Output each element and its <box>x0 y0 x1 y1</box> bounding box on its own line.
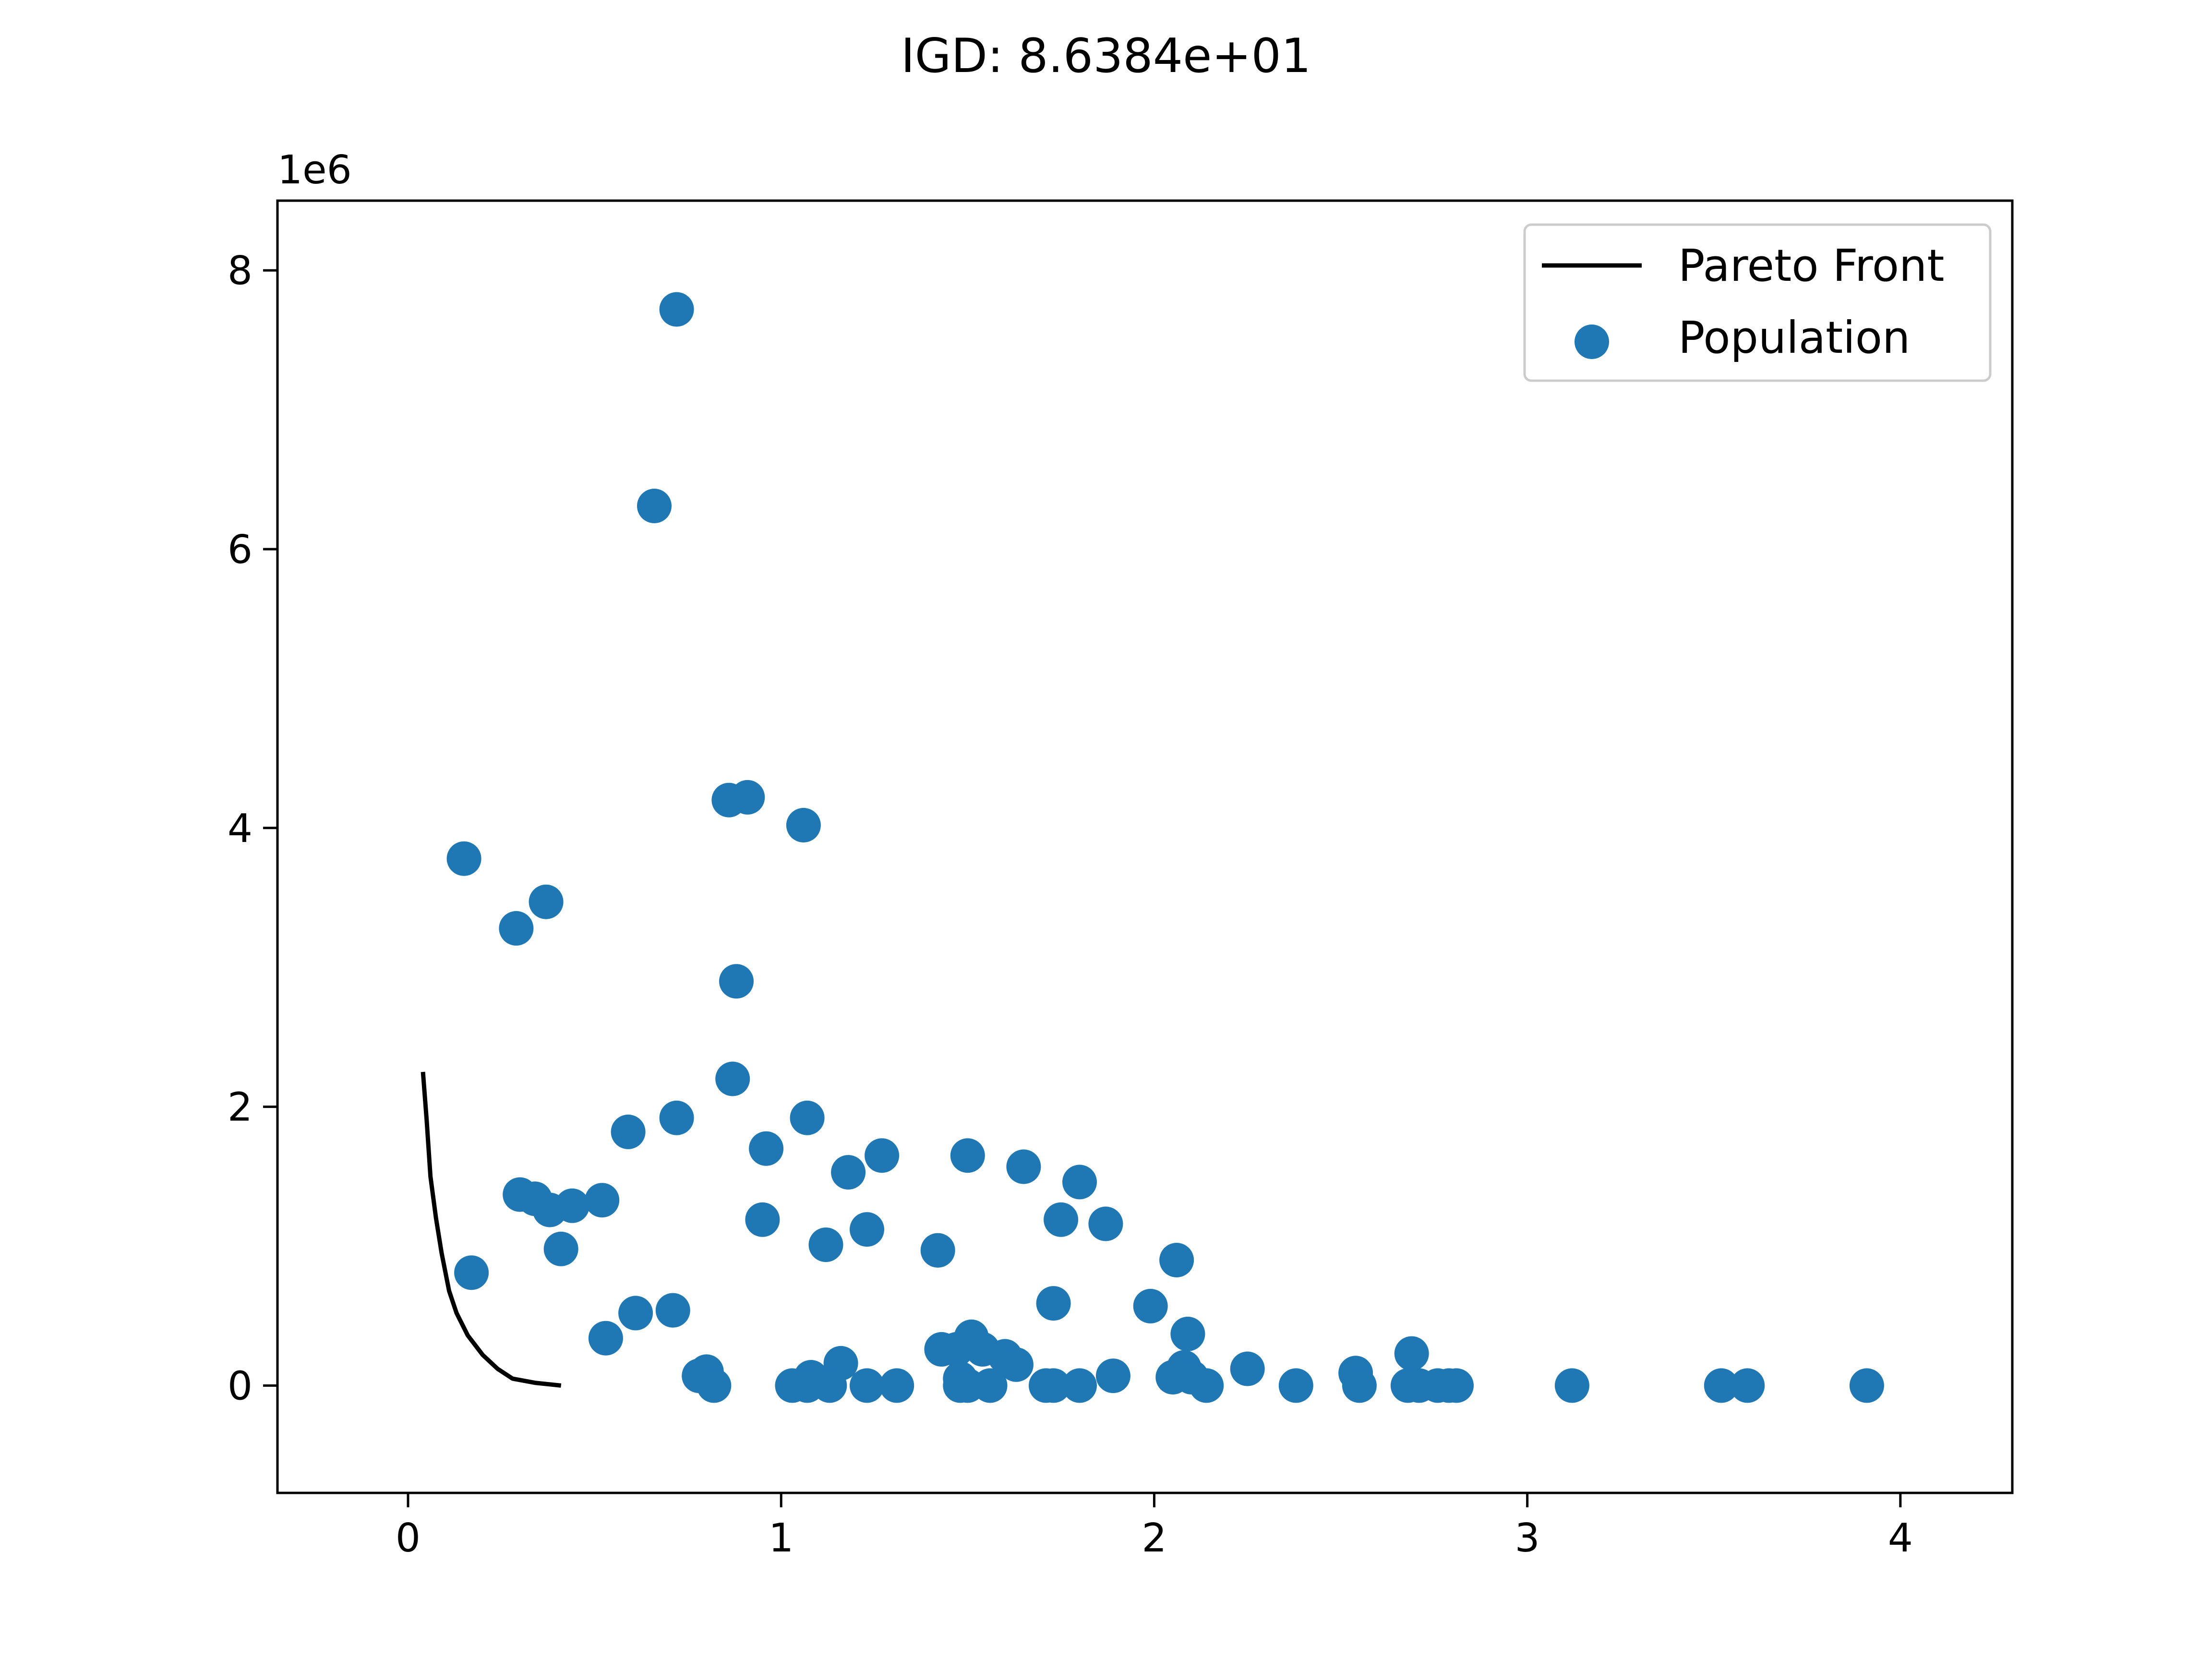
population-point <box>618 1296 653 1331</box>
population-point <box>1062 1368 1097 1403</box>
population-point <box>1439 1368 1474 1403</box>
population-point <box>532 1192 567 1227</box>
x-axis: 0 1 2 3 4 <box>396 1493 1913 1561</box>
series-line-pareto-front <box>421 1071 562 1388</box>
population-point <box>1278 1368 1313 1403</box>
legend: Pareto Front Population <box>1523 223 1992 382</box>
population-point <box>1044 1202 1079 1237</box>
population-point <box>1088 1206 1123 1241</box>
legend-label-pareto-front: Pareto Front <box>1678 240 1944 291</box>
population-point <box>1159 1243 1194 1277</box>
population-point <box>1189 1368 1224 1403</box>
population-point <box>950 1138 985 1173</box>
population-point <box>454 1255 489 1290</box>
population-point <box>1849 1368 1884 1403</box>
y-tick-label: 8 <box>228 248 252 294</box>
population-point <box>655 1293 690 1328</box>
population-point <box>786 808 821 842</box>
plot-frame <box>276 199 2014 1494</box>
y-axis-offset-text: 1e6 <box>277 147 352 193</box>
population-point <box>973 1368 1008 1403</box>
population-point <box>446 841 481 876</box>
population-point <box>715 1061 750 1096</box>
population-point <box>529 884 564 919</box>
population-point <box>1704 1368 1739 1403</box>
population-point <box>1062 1165 1097 1200</box>
y-tick-label: 6 <box>228 527 252 573</box>
y-tick-label: 0 <box>228 1363 252 1409</box>
plot-area <box>421 292 1884 1403</box>
population-point <box>790 1100 825 1135</box>
population-point <box>543 1231 578 1266</box>
y-axis: 0 2 4 6 8 <box>228 248 277 1409</box>
legend-label-population: Population <box>1678 312 1910 363</box>
population-point <box>808 1227 843 1262</box>
population-point <box>1230 1351 1265 1386</box>
population-point <box>749 1131 784 1166</box>
population-point <box>585 1183 620 1218</box>
y-tick-label: 4 <box>228 806 252 852</box>
population-point <box>865 1138 900 1173</box>
x-tick-label: 0 <box>396 1515 421 1561</box>
population-point <box>499 911 534 946</box>
population-point <box>697 1368 732 1403</box>
population-point <box>1170 1316 1205 1351</box>
population-point <box>1342 1368 1377 1403</box>
population-point <box>1036 1368 1071 1403</box>
population-point <box>1095 1358 1130 1394</box>
population-point <box>831 1155 866 1190</box>
population-point <box>1394 1336 1429 1371</box>
population-point <box>588 1321 623 1356</box>
population-point <box>1554 1368 1589 1403</box>
population-point <box>879 1368 914 1403</box>
population-point <box>1730 1368 1765 1403</box>
population-point <box>1133 1288 1168 1323</box>
population-point <box>611 1114 646 1149</box>
y-tick-label: 2 <box>228 1085 252 1130</box>
x-tick-label: 2 <box>1142 1515 1166 1561</box>
x-tick-label: 3 <box>1515 1515 1540 1561</box>
population-point <box>812 1368 847 1403</box>
population-point <box>659 1100 694 1135</box>
population-point <box>637 489 672 523</box>
population-point <box>745 1202 780 1237</box>
population-point <box>1006 1149 1041 1184</box>
population-point <box>850 1368 884 1403</box>
population-point <box>719 964 754 999</box>
population-point <box>730 780 765 815</box>
legend-marker-population <box>1575 325 1609 359</box>
x-tick-label: 1 <box>769 1515 793 1561</box>
x-tick-label: 4 <box>1888 1515 1913 1561</box>
chart-title: IGD: 8.6384e+01 <box>901 29 1311 84</box>
population-point <box>939 1332 974 1367</box>
population-point <box>659 292 694 327</box>
population-point <box>1036 1286 1071 1321</box>
population-point <box>998 1347 1034 1382</box>
population-point <box>850 1212 884 1247</box>
population-point <box>920 1233 955 1268</box>
